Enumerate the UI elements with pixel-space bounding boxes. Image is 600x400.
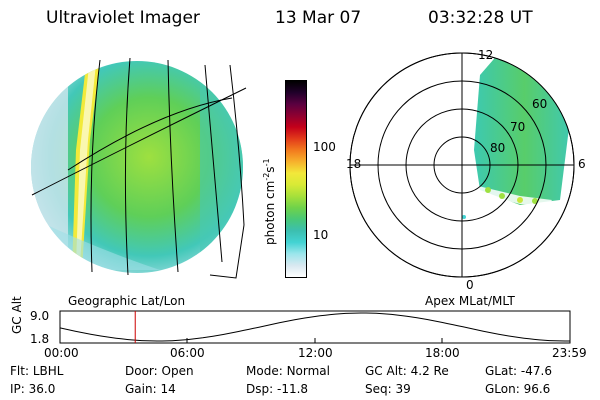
date-label: 13 Mar 07 (275, 8, 362, 28)
earth-disk-image (31, 61, 243, 273)
info-seq: Seq: 39 (365, 382, 411, 396)
geographic-caption: Geographic Lat/Lon (68, 294, 186, 308)
info-door: Door: Open (125, 364, 194, 378)
xtick-0600: 06:00 (170, 346, 205, 360)
info-gain: Gain: 14 (125, 382, 176, 396)
info-gc-alt: GC Alt: 4.2 Re (365, 364, 449, 378)
polar-plot (349, 52, 575, 278)
mlt-label-6: 6 (578, 157, 586, 171)
info-mode: Mode: Normal (246, 364, 330, 378)
mlat-label-60: 60 (532, 97, 548, 111)
time-label: 03:32:28 UT (428, 8, 533, 28)
colorbar-tick-10: 10 (313, 228, 329, 242)
mlt-label-18: 18 (346, 157, 362, 171)
info-glon: GLon: 96.6 (485, 382, 551, 396)
altitude-xticks (59, 338, 571, 343)
info-dsp: Dsp: -11.8 (246, 382, 309, 396)
mlt-label-12: 12 (478, 48, 494, 62)
altitude-ylabel: GC Alt (10, 296, 24, 334)
altitude-curve (59, 312, 570, 342)
geographic-grid-lines (31, 57, 247, 279)
altitude-ytick-bottom: 1.8 (30, 332, 50, 346)
instrument-title: Ultraviolet Imager (46, 8, 200, 28)
mlat-label-80: 80 (490, 141, 506, 155)
info-glat: GLat: -47.6 (485, 364, 552, 378)
mlat-label-70: 70 (510, 120, 526, 134)
xtick-1800: 18:00 (425, 346, 460, 360)
xtick-0000: 00:00 (44, 346, 79, 360)
info-flt: Flt: LBHL (10, 364, 64, 378)
xtick-2359: 23:59 (552, 346, 587, 360)
altitude-ytick-top: 9.0 (30, 309, 50, 323)
apex-caption: Apex MLat/MLT (425, 294, 515, 308)
mlt-label-0: 0 (466, 278, 474, 292)
colorbar-tick-100: 100 (313, 140, 336, 154)
xtick-1200: 12:00 (298, 346, 333, 360)
colorbar (285, 80, 307, 278)
colorbar-label: photon cm-2s-1 (262, 158, 277, 245)
info-ip: IP: 36.0 (10, 382, 56, 396)
